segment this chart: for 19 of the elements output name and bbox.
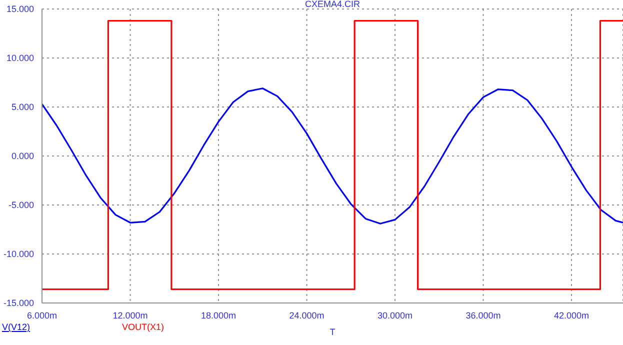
x-tick-label: 18.000m: [200, 310, 236, 320]
y-tick-label: 0.000: [11, 151, 34, 162]
x-axis-title: T: [330, 327, 336, 337]
y-tick-label: -5.000: [8, 200, 34, 210]
y-tick-label: -10.000: [3, 249, 34, 260]
text: VOUT(X1): [122, 322, 166, 332]
x-tick-label: 36.000m: [466, 310, 501, 320]
x-tick-label: 12.000m: [112, 310, 148, 320]
x-tick-label: 42.000m: [554, 310, 590, 320]
y-tick-label: 10.000: [6, 53, 34, 64]
x-tick-label: 30.000m: [377, 310, 413, 320]
x-tick-label: 24.000m: [289, 310, 324, 320]
y-tick-label: -15.000: [3, 298, 34, 308]
chart-title: CXEMA4.CIR: [304, 0, 361, 9]
line-series: [42, 88, 623, 224]
x-tick-label: 6.000m: [26, 310, 58, 320]
text: V(V12): [2, 322, 32, 332]
y-tick-label: 5.000: [11, 102, 34, 112]
y-tick-label: 15.000: [6, 4, 34, 14]
